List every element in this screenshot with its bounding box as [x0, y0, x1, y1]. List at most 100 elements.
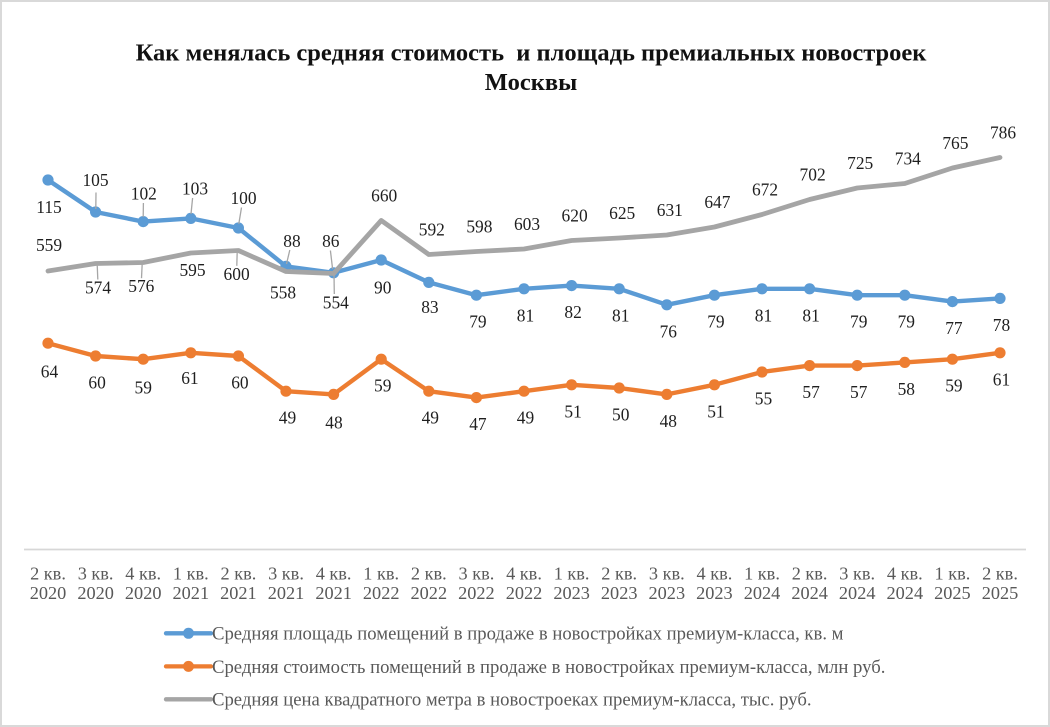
svg-text:58: 58	[898, 379, 916, 399]
svg-text:3 кв.: 3 кв.	[459, 564, 495, 584]
svg-text:559: 559	[36, 235, 62, 255]
svg-text:2 кв.: 2 кв.	[601, 564, 637, 584]
svg-text:1 кв.: 1 кв.	[554, 564, 590, 584]
svg-text:4 кв.: 4 кв.	[887, 564, 923, 584]
svg-text:2021: 2021	[315, 583, 352, 603]
svg-text:2021: 2021	[173, 583, 210, 603]
svg-text:660: 660	[371, 186, 397, 206]
svg-text:2020: 2020	[30, 583, 67, 603]
svg-text:48: 48	[325, 413, 343, 433]
svg-text:86: 86	[322, 231, 340, 251]
svg-text:59: 59	[945, 376, 962, 396]
svg-text:Средняя площадь помещений в пр: Средняя площадь помещений в продаже в но…	[212, 624, 844, 645]
svg-text:4 кв.: 4 кв.	[316, 564, 352, 584]
svg-text:48: 48	[660, 411, 678, 431]
svg-text:725: 725	[847, 153, 873, 173]
svg-text:2024: 2024	[887, 583, 924, 603]
svg-text:595: 595	[179, 260, 205, 280]
svg-text:59: 59	[135, 378, 152, 398]
svg-text:4 кв.: 4 кв.	[506, 564, 542, 584]
svg-text:2 кв.: 2 кв.	[221, 564, 257, 584]
svg-text:81: 81	[612, 305, 629, 325]
svg-text:2 кв.: 2 кв.	[30, 564, 66, 584]
svg-text:51: 51	[564, 401, 581, 421]
svg-text:57: 57	[802, 382, 820, 402]
svg-text:576: 576	[128, 276, 154, 296]
svg-text:79: 79	[707, 312, 724, 332]
svg-text:2025: 2025	[982, 583, 1019, 603]
svg-text:574: 574	[85, 278, 111, 298]
svg-text:79: 79	[469, 312, 486, 332]
svg-text:102: 102	[131, 184, 157, 204]
svg-text:Средняя цена квадратного метра: Средняя цена квадратного метра в новостр…	[212, 690, 812, 711]
svg-text:1 кв.: 1 кв.	[935, 564, 971, 584]
svg-text:2024: 2024	[791, 583, 828, 603]
svg-text:631: 631	[657, 200, 683, 220]
svg-text:558: 558	[270, 282, 296, 302]
svg-text:115: 115	[36, 197, 62, 217]
svg-text:598: 598	[466, 217, 492, 237]
svg-text:61: 61	[993, 369, 1010, 389]
svg-text:100: 100	[230, 188, 256, 208]
svg-text:78: 78	[993, 315, 1011, 335]
svg-text:49: 49	[517, 408, 534, 428]
svg-text:2024: 2024	[839, 583, 876, 603]
svg-text:4 кв.: 4 кв.	[697, 564, 733, 584]
svg-text:786: 786	[990, 123, 1016, 143]
svg-text:2025: 2025	[934, 583, 971, 603]
svg-text:Как менялась средняя стоимость: Как менялась средняя стоимость и площадь…	[136, 40, 928, 67]
svg-text:Москвы: Москвы	[485, 69, 577, 96]
svg-text:47: 47	[469, 414, 487, 434]
svg-text:103: 103	[182, 179, 208, 199]
svg-text:3 кв.: 3 кв.	[78, 564, 114, 584]
svg-text:2024: 2024	[744, 583, 781, 603]
svg-text:105: 105	[82, 170, 108, 190]
svg-text:61: 61	[181, 368, 198, 388]
svg-text:620: 620	[562, 206, 588, 226]
svg-text:3 кв.: 3 кв.	[839, 564, 875, 584]
svg-text:51: 51	[707, 401, 724, 421]
svg-text:600: 600	[224, 264, 250, 284]
svg-text:55: 55	[755, 389, 773, 409]
svg-text:672: 672	[752, 180, 778, 200]
svg-text:3 кв.: 3 кв.	[649, 564, 685, 584]
svg-text:625: 625	[609, 203, 635, 223]
svg-text:2022: 2022	[411, 583, 448, 603]
svg-text:79: 79	[898, 312, 915, 332]
svg-text:647: 647	[704, 192, 730, 212]
svg-text:81: 81	[755, 305, 772, 325]
svg-text:2023: 2023	[696, 583, 733, 603]
svg-text:77: 77	[945, 318, 963, 338]
svg-text:702: 702	[800, 165, 826, 185]
svg-text:554: 554	[323, 292, 349, 312]
svg-text:2023: 2023	[649, 583, 686, 603]
svg-text:2020: 2020	[77, 583, 114, 603]
svg-text:765: 765	[942, 133, 968, 153]
svg-text:81: 81	[802, 305, 819, 325]
svg-text:1 кв.: 1 кв.	[744, 564, 780, 584]
svg-text:2021: 2021	[220, 583, 257, 603]
svg-text:3 кв.: 3 кв.	[268, 564, 304, 584]
svg-text:2023: 2023	[553, 583, 590, 603]
svg-text:60: 60	[231, 373, 249, 393]
svg-text:76: 76	[660, 321, 678, 341]
svg-text:2023: 2023	[601, 583, 638, 603]
svg-text:1 кв.: 1 кв.	[363, 564, 399, 584]
svg-text:2022: 2022	[506, 583, 543, 603]
svg-text:50: 50	[612, 405, 630, 425]
svg-text:88: 88	[283, 231, 301, 251]
svg-text:2022: 2022	[458, 583, 495, 603]
svg-text:82: 82	[564, 302, 581, 322]
svg-text:2 кв.: 2 кв.	[411, 564, 447, 584]
svg-text:4 кв.: 4 кв.	[125, 564, 161, 584]
svg-text:734: 734	[895, 149, 921, 169]
svg-text:1 кв.: 1 кв.	[173, 564, 209, 584]
svg-text:49: 49	[422, 408, 439, 428]
svg-text:81: 81	[517, 305, 534, 325]
svg-text:79: 79	[850, 312, 867, 332]
svg-text:83: 83	[421, 297, 439, 317]
svg-text:2 кв.: 2 кв.	[792, 564, 828, 584]
svg-text:2 кв.: 2 кв.	[982, 564, 1018, 584]
svg-text:2020: 2020	[125, 583, 162, 603]
svg-text:64: 64	[41, 362, 59, 382]
